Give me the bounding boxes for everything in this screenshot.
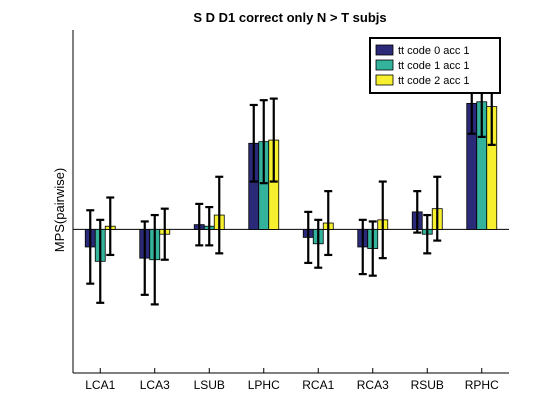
error-bar-lca1-series-2 xyxy=(106,196,115,257)
x-tick-label-lca3: LCA3 xyxy=(140,378,170,392)
x-tick-label-rsub: RSUB xyxy=(411,378,444,392)
legend: tt code 0 acc 1 tt code 1 acc 1 tt code 2 … xyxy=(369,37,501,94)
error-bar-lca3-series-0 xyxy=(140,220,149,296)
legend-swatch-1 xyxy=(375,59,394,71)
error-bar-rsub-series-2 xyxy=(433,175,442,242)
error-bar-lsub-series-0 xyxy=(195,202,204,247)
error-bar-lsub-series-1 xyxy=(205,205,214,247)
error-bar-lca3-series-1 xyxy=(150,213,159,306)
legend-swatch-0 xyxy=(375,44,394,56)
error-bar-rsub-series-1 xyxy=(423,213,432,255)
legend-label-1: tt code 1 acc 1 xyxy=(398,60,470,72)
error-bar-lsub-series-2 xyxy=(215,175,224,255)
axes: LCA1 LCA3 LSUB LPHC RCA1 RCA3 RSUB RPHC xyxy=(72,30,509,392)
error-bar-lca1-series-0 xyxy=(86,209,95,285)
error-bar-rca1-series-0 xyxy=(304,210,313,265)
legend-swatch-2 xyxy=(375,74,394,86)
error-bar-rca3-series-1 xyxy=(368,220,377,277)
x-tick-label-lphc: LPHC xyxy=(248,378,280,392)
error-bar-lphc-series-2 xyxy=(269,97,278,183)
x-tick-label-lsub: LSUB xyxy=(194,378,225,392)
error-bar-rca3-series-2 xyxy=(378,180,387,260)
error-bar-rca3-series-0 xyxy=(358,218,367,276)
error-bar-lphc-series-1 xyxy=(259,99,268,185)
legend-label-0: tt code 0 acc 1 xyxy=(398,45,470,57)
x-tick-label-rca1: RCA1 xyxy=(302,378,334,392)
plot-area xyxy=(73,65,509,306)
legend-label-2: tt code 2 acc 1 xyxy=(398,75,470,87)
chart-title: S D D1 correct only N > T subjs xyxy=(193,10,386,25)
error-bar-rca1-series-1 xyxy=(314,218,323,269)
error-bar-rca1-series-2 xyxy=(324,190,333,257)
x-tick-label-rphc: RPHC xyxy=(465,378,499,392)
y-axis-label: MPS(pairwise) xyxy=(52,168,67,253)
error-bar-rsub-series-0 xyxy=(413,190,422,234)
error-bar-lphc-series-0 xyxy=(249,103,258,183)
error-bar-lca1-series-1 xyxy=(96,218,105,304)
x-tick-label-lca1: LCA1 xyxy=(85,378,115,392)
error-bar-lca3-series-2 xyxy=(160,207,169,261)
x-tick-label-rca3: RCA3 xyxy=(357,378,389,392)
